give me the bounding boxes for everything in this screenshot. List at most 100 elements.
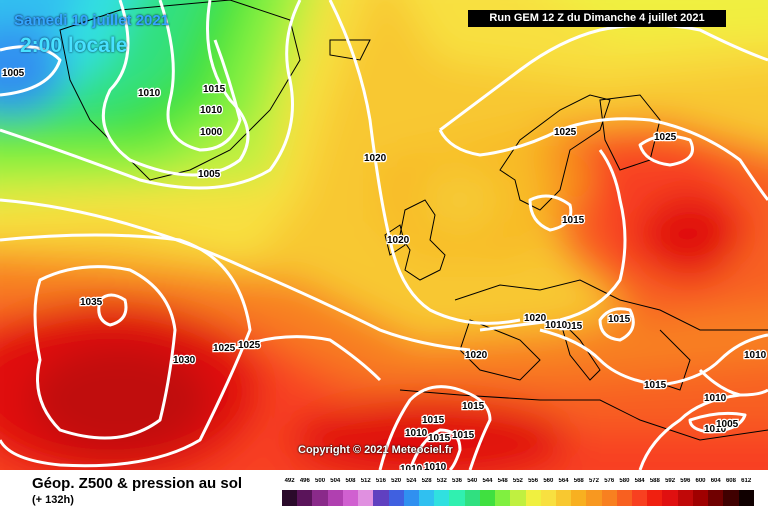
isobar-label: 1015 — [422, 415, 445, 426]
isobar-label: 1020 — [524, 313, 547, 324]
legend-label: 588 — [649, 478, 660, 484]
legend-swatch — [525, 490, 541, 506]
legend-swatch — [647, 490, 663, 506]
legend-swatch — [555, 490, 572, 506]
geopotential-field — [0, 0, 768, 470]
isobar-label: 1015 — [644, 380, 667, 391]
isobar-label: 1030 — [173, 355, 196, 366]
map-svg: 1005 1010 1015 1010 1000 1005 1020 1020 … — [0, 0, 768, 470]
copyright-notice: Copyright © 2021 Meteociel.fr — [298, 444, 453, 456]
isobar-label: 1010 — [744, 350, 767, 361]
isobar-label: 1025 — [213, 343, 236, 354]
isobar-label: 1015 — [560, 321, 583, 332]
lead-time: (+ 132h) — [32, 494, 74, 506]
legend-swatch — [510, 490, 526, 506]
isobar-label: 1010 — [405, 428, 428, 439]
model-run-label: Run GEM 12 Z du Dimanche 4 juillet 2021 — [468, 10, 726, 27]
isobar-label: 1000 — [200, 127, 223, 138]
isobar-label: 1020 — [364, 153, 387, 164]
legend-swatches — [282, 490, 754, 506]
isobar-label: 1015 — [452, 430, 475, 441]
legend-label: 600 — [695, 478, 706, 484]
legend-swatch — [342, 490, 359, 506]
legend-swatch — [571, 490, 587, 506]
legend-swatch — [464, 490, 480, 506]
isobar-label: 1010 — [704, 393, 727, 404]
isobar-label: 1005 — [198, 169, 221, 180]
legend-label: 500 — [315, 478, 326, 484]
legend-swatch — [616, 490, 633, 506]
legend-label: 552 — [512, 478, 523, 484]
isobar-label: 1010 — [545, 320, 568, 331]
legend-swatch — [495, 490, 511, 506]
isobar-label: 1015 — [608, 314, 631, 325]
legend-swatch — [479, 490, 496, 506]
legend-label: 532 — [436, 478, 447, 484]
legend-label: 516 — [375, 478, 386, 484]
legend-swatch — [373, 490, 389, 506]
legend-label: 508 — [345, 478, 356, 484]
legend-swatch — [723, 490, 739, 506]
forecast-time: 2:00 locale — [20, 34, 128, 57]
legend-swatch — [312, 490, 328, 506]
legend-swatch — [297, 490, 313, 506]
legend-label: 528 — [421, 478, 432, 484]
isobar-label: 1005 — [716, 419, 739, 430]
legend-swatch — [601, 490, 617, 506]
isobar-label: 1015 — [562, 215, 585, 226]
color-legend: 492 496 500 504 508 512 516 520 524 528 532 536 540 5… — [282, 478, 754, 508]
legend-label: 568 — [573, 478, 584, 484]
legend-label: 536 — [452, 478, 463, 484]
isobar-label: 1015 — [462, 401, 485, 412]
isobar-label: 1025 — [238, 340, 261, 351]
legend-swatch — [434, 490, 450, 506]
legend-swatch — [692, 490, 709, 506]
legend-label: 596 — [680, 478, 691, 484]
legend-label: 548 — [497, 478, 508, 484]
isobar-label: 1010 — [200, 105, 223, 116]
isobar-label: 1010 — [400, 464, 423, 470]
legend-label: 504 — [330, 478, 341, 484]
legend-swatch — [586, 490, 602, 506]
legend-swatch — [662, 490, 678, 506]
legend-label: 512 — [360, 478, 371, 484]
isobar-label: 1015 — [203, 84, 226, 95]
legend-label: 556 — [528, 478, 539, 484]
legend-swatch — [327, 490, 343, 506]
legend-label: 604 — [710, 478, 721, 484]
isobar-label: 1005 — [2, 68, 25, 79]
legend-swatch — [403, 490, 419, 506]
isobar-label: 1010 — [424, 462, 447, 470]
legend-swatch — [388, 490, 404, 506]
legend-label: 608 — [725, 478, 736, 484]
weather-map: 1005 1010 1015 1010 1000 1005 1020 1020 … — [0, 0, 768, 470]
legend-swatch — [677, 490, 693, 506]
forecast-date: Samedi 10 juillet 2021 — [14, 12, 170, 29]
legend-label: 576 — [604, 478, 615, 484]
legend-label: 540 — [467, 478, 478, 484]
isobar-label: 1035 — [80, 297, 103, 308]
product-title: Géop. Z500 & pression au sol — [32, 475, 243, 492]
legend-swatch — [708, 490, 724, 506]
legend-label: 544 — [482, 478, 493, 484]
isobar-label: 1010 — [704, 424, 727, 435]
legend-swatch — [358, 490, 374, 506]
legend-swatch — [540, 490, 556, 506]
isobar-label: 1025 — [554, 127, 577, 138]
legend-label: 560 — [543, 478, 554, 484]
legend-swatch — [632, 490, 648, 506]
isobar-labels: 1005 1010 1015 1010 1000 1005 1020 1020 … — [1, 67, 768, 470]
legend-labels: 492 496 500 504 508 512 516 520 524 528 532 536 540 5… — [282, 478, 754, 488]
legend-label: 492 — [284, 478, 295, 484]
legend-label: 524 — [406, 478, 417, 484]
isobar-label: 1015 — [428, 433, 451, 444]
isobar-label: 1010 — [138, 88, 161, 99]
legend-swatch — [418, 490, 435, 506]
legend-label: 496 — [299, 478, 310, 484]
legend-label: 564 — [558, 478, 569, 484]
legend-label: 584 — [634, 478, 645, 484]
legend-label: 520 — [391, 478, 402, 484]
legend-label: 612 — [741, 478, 752, 484]
legend-swatch — [738, 490, 754, 506]
legend-label: 572 — [588, 478, 599, 484]
